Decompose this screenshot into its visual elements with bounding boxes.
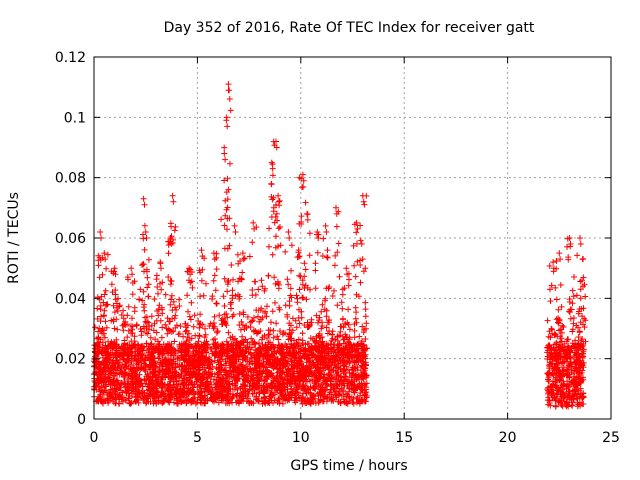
y-tick-label: 0.06	[55, 231, 86, 247]
chart-title: Day 352 of 2016, Rate Of TEC Index for r…	[164, 20, 535, 36]
x-tick-label: 25	[602, 430, 620, 446]
y-axis-label: ROTI / TECUs	[6, 192, 22, 284]
x-tick-label: 5	[193, 430, 202, 446]
axis-ticks: 0 5 10 15 20 25 0 0.02 0.04 0.06 0.08 0.1 0.12	[55, 50, 620, 446]
x-tick-label: 20	[499, 430, 517, 446]
x-tick-label: 10	[292, 430, 310, 446]
y-tick-label: 0.04	[55, 291, 86, 307]
data-points	[91, 81, 589, 410]
y-tick-label: 0.08	[55, 171, 86, 187]
y-tick-label: 0.12	[55, 50, 86, 66]
x-tick-label: 0	[90, 430, 99, 446]
y-tick-label: 0.1	[64, 110, 86, 126]
roti-points	[91, 81, 589, 410]
x-tick-label: 15	[395, 430, 413, 446]
y-tick-label: 0.02	[55, 352, 86, 368]
y-tick-label: 0	[77, 412, 86, 428]
x-axis-label: GPS time / hours	[290, 458, 407, 474]
